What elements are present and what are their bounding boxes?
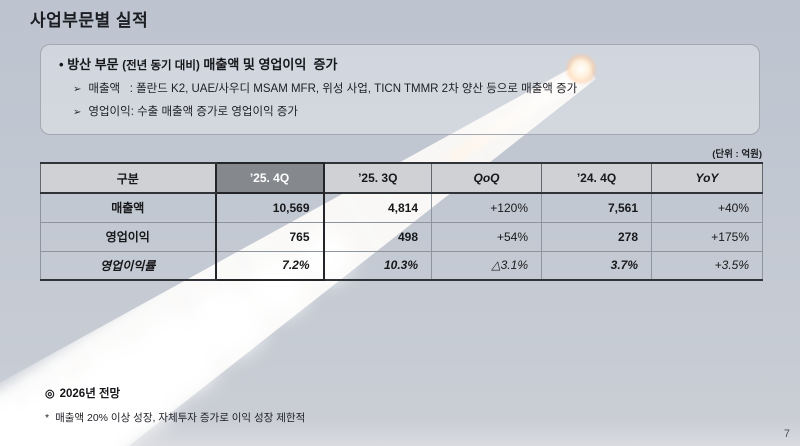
cell-value: +120% bbox=[431, 193, 542, 223]
cell-value: +40% bbox=[651, 193, 763, 223]
col-header-25-3q: ’25. 3Q bbox=[323, 162, 432, 194]
page-number: 7 bbox=[783, 428, 790, 440]
arrow-bullet-icon: ➢ bbox=[73, 84, 82, 95]
performance-table: 구분 ’25. 4Q ’25. 3Q QoQ ’24. 4Q YoY 매출액 1… bbox=[40, 162, 763, 281]
col-header-qoq: QoQ bbox=[431, 162, 542, 194]
cell-value: +175% bbox=[651, 222, 763, 252]
summary-heading: • 방산 부문 (전년 동기 대비) 매출액 및 영업이익 증가 bbox=[59, 54, 743, 73]
summary-item-profit: ➢ 영업이익: 수출 매출액 증가로 영업이익 증가 bbox=[59, 103, 743, 119]
cell-value: △3.1% bbox=[431, 251, 542, 281]
col-header-25-4q: ’25. 4Q bbox=[214, 162, 325, 194]
summary-heading-main: 방산 부문 bbox=[67, 57, 123, 72]
table-header-row: 구분 ’25. 4Q ’25. 3Q QoQ ’24. 4Q YoY bbox=[40, 162, 763, 194]
page-title: 사업부문별 실적 bbox=[30, 11, 149, 30]
cell-value: +3.5% bbox=[651, 251, 763, 281]
cell-value: 4,814 bbox=[323, 193, 432, 223]
outlook-note: * 매출액 20% 이상 성장, 자체투자 증가로 이익 성장 제한적 bbox=[45, 410, 305, 425]
outlook-heading: ◎ 2026년 전망 bbox=[45, 385, 305, 401]
asterisk-icon: * bbox=[45, 412, 50, 424]
table-row-operating-profit: 영업이익 765 498 +54% 278 +175% bbox=[40, 222, 763, 252]
cell-value: 7,561 bbox=[541, 193, 652, 223]
col-header-24-4q: ’24. 4Q bbox=[541, 162, 652, 194]
unit-label: (단위 : 억원) bbox=[712, 149, 762, 160]
cell-value: 765 bbox=[214, 222, 325, 252]
summary-box: • 방산 부문 (전년 동기 대비) 매출액 및 영업이익 증가 ➢ 매출액 : … bbox=[40, 44, 760, 135]
cell-value: 498 bbox=[323, 222, 432, 252]
table-row-revenue: 매출액 10,569 4,814 +120% 7,561 +40% bbox=[40, 193, 763, 223]
table-row-operating-margin: 영업이익률 7.2% 10.3% △3.1% 3.7% +3.5% bbox=[40, 251, 763, 281]
bullet-icon: • bbox=[59, 57, 64, 72]
bullseye-icon: ◎ bbox=[45, 388, 55, 400]
col-header-yoy: YoY bbox=[651, 162, 763, 194]
summary-heading-rest: 매출액 및 영업이익 증가 bbox=[199, 57, 338, 72]
outlook-heading-text: 2026년 전망 bbox=[59, 388, 121, 400]
row-label: 매출액 bbox=[40, 193, 216, 223]
cell-value: 10.3% bbox=[323, 251, 432, 281]
summary-item-text: 매출액 : 폴란드 K2, UAE/사우디 MSAM MFR, 위성 사업, T… bbox=[88, 83, 578, 95]
col-header-gubun: 구분 bbox=[40, 162, 216, 194]
row-label: 영업이익 bbox=[40, 222, 216, 252]
cell-value: 278 bbox=[541, 222, 652, 252]
arrow-bullet-icon: ➢ bbox=[73, 107, 82, 118]
cell-value: 3.7% bbox=[541, 251, 652, 281]
row-label: 영업이익률 bbox=[40, 251, 216, 281]
cell-value: +54% bbox=[431, 222, 542, 252]
outlook-section: ◎ 2026년 전망 * 매출액 20% 이상 성장, 자체투자 증가로 이익 성장… bbox=[45, 385, 305, 425]
outlook-note-text: 매출액 20% 이상 성장, 자체투자 증가로 이익 성장 제한적 bbox=[55, 412, 306, 424]
summary-heading-paren: (전년 동기 대비) bbox=[122, 60, 200, 72]
cell-value: 7.2% bbox=[214, 251, 325, 281]
summary-item-revenue: ➢ 매출액 : 폴란드 K2, UAE/사우디 MSAM MFR, 위성 사업, … bbox=[59, 80, 743, 96]
summary-item-text: 영업이익: 수출 매출액 증가로 영업이익 증가 bbox=[88, 106, 298, 118]
cell-value: 10,569 bbox=[214, 193, 325, 223]
